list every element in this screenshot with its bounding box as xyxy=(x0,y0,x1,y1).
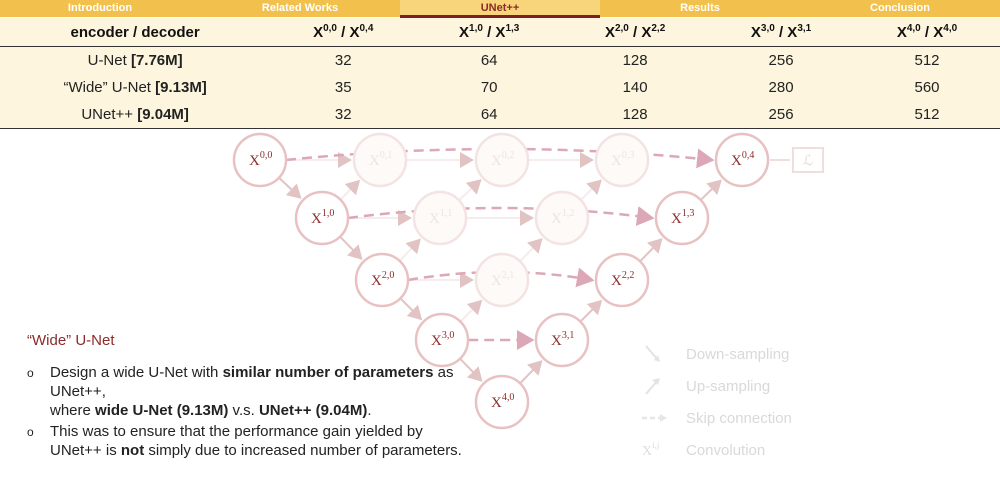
table-header-row: encoder / decoder X0,0 / X0,4 X1,0 / X1,3… xyxy=(0,18,1000,47)
bullet-item: o This was to ensure that the performance… xyxy=(27,422,467,460)
conv-node-1-0: X1,0 xyxy=(294,190,350,246)
conv-node-0-0: X0,0 xyxy=(232,132,288,188)
model-name-cell: UNet++ [9.04M] xyxy=(0,101,271,129)
wide-unet-panel: “Wide” U-Net o Design a wide U-Net with s… xyxy=(27,332,467,462)
legend-label: Skip connection xyxy=(686,409,792,427)
table-row: UNet++ [9.04M] 32 64 128 256 512 xyxy=(0,101,1000,129)
header-column: X0,0 / X0,4 xyxy=(270,18,417,47)
nav-item-introduction[interactable]: Introduction xyxy=(67,2,133,14)
faded-node-0-3: X0,3 xyxy=(594,132,650,188)
panel-title: “Wide” U-Net xyxy=(27,332,115,349)
faded-connection-arrow xyxy=(458,179,482,201)
nav-item-related-works[interactable]: Related Works xyxy=(261,2,339,14)
faded-connection-arrow xyxy=(519,238,543,263)
conv-node-4-0: X4,0 xyxy=(474,374,530,430)
faded-node-1-1: X1,1 xyxy=(412,190,468,246)
bullet-item: o Design a wide U-Net with similar number… xyxy=(27,363,467,420)
table-row: “Wide” U-Net [9.13M] 35 70 140 280 560 xyxy=(0,74,1000,101)
header-column: X3,0 / X3,1 xyxy=(708,18,855,47)
sampling-arrow xyxy=(459,357,483,382)
nav-item-conclusion[interactable]: Conclusion xyxy=(870,2,930,14)
bullet-marker: o xyxy=(27,425,34,439)
channel-cell: 35 xyxy=(334,79,352,96)
faded-connection-arrow xyxy=(399,238,421,262)
channel-cell: 140 xyxy=(622,79,648,96)
faded-node-0-2: X0,2 xyxy=(474,132,530,188)
loss-box: ℒ xyxy=(770,147,824,173)
faded-connection-arrow xyxy=(579,179,602,201)
legend: Down-sampling Up-sampling Skip connection X… xyxy=(640,338,860,466)
channel-cell: 256 xyxy=(768,52,794,69)
unetpp-architecture-diagram: X0,1 X0,2 X0,3 X1,1 X1,2X2,1 X0,0X1,0X2,0X3,0… xyxy=(232,132,824,430)
legend-label: Down-sampling xyxy=(686,345,790,363)
model-name-cell: “Wide” U-Net [9.13M] xyxy=(63,79,207,96)
loss-label: ℒ xyxy=(803,154,813,169)
skip-connection-arrow xyxy=(407,267,595,288)
legend-label: Convolution xyxy=(686,441,766,459)
channel-cell: 256 xyxy=(708,101,855,129)
header-column: X4,0 / X4,0 xyxy=(854,18,1000,47)
down-arrow-icon xyxy=(645,345,660,362)
conv-node-2-0: X2,0 xyxy=(354,252,410,308)
faded-node-0-1: X0,1 xyxy=(352,132,408,188)
conv-node-3-1: X3,1 xyxy=(534,312,590,368)
legend-label: Up-sampling xyxy=(686,377,771,395)
sampling-arrow xyxy=(699,179,722,201)
channel-cell: 64 xyxy=(480,52,498,69)
faded-node-1-2: X1,2 xyxy=(534,190,590,246)
bullet-text: Design a wide U-Net with similar number … xyxy=(50,364,454,419)
nav-item-unet-[interactable]: UNet++ xyxy=(400,0,600,17)
conv-node-2-2: X2,2 xyxy=(594,252,650,308)
legend-item: Skip connection xyxy=(640,402,860,434)
conv-node-3-0: X3,0 xyxy=(414,312,470,368)
faded-connection-arrow xyxy=(459,299,483,323)
channel-cell: 32 xyxy=(270,101,417,129)
legend-item: Up-sampling xyxy=(640,370,860,402)
sampling-arrow xyxy=(579,299,603,323)
skip-connection-arrow xyxy=(347,206,655,226)
up-arrow-icon xyxy=(645,378,660,395)
faded-node-2-1: X2,1 xyxy=(474,252,530,308)
faded-connection-arrow xyxy=(339,179,361,201)
active-section-underline xyxy=(400,15,600,18)
sampling-arrow xyxy=(639,238,663,263)
sampling-arrow xyxy=(339,235,363,260)
sampling-arrow xyxy=(399,297,423,321)
channel-cell: 512 xyxy=(854,101,1000,129)
table-row: U-Net [7.76M] 32 64 128 256 512 xyxy=(0,47,1000,75)
channel-cell: 280 xyxy=(768,79,794,96)
channel-cell: 512 xyxy=(914,52,940,69)
model-name-cell: U-Net [7.76M] xyxy=(87,52,183,69)
header-label: encoder / decoder xyxy=(0,18,271,47)
channel-cell: 32 xyxy=(334,52,352,69)
bullet-marker: o xyxy=(27,366,34,380)
sampling-arrow xyxy=(278,177,302,199)
section-nav: Introduction Related Works UNet++ Results Co… xyxy=(0,0,1000,17)
svg-text:Xi,j: Xi,j xyxy=(642,440,659,459)
channel-cell: 560 xyxy=(914,79,940,96)
legend-item: Down-sampling xyxy=(640,338,860,370)
header-column: X1,0 / X1,3 xyxy=(416,18,563,47)
channels-table: encoder / decoder X0,0 / X0,4 X1,0 / X1,3… xyxy=(0,18,1000,129)
header-column: X2,0 / X2,2 xyxy=(562,18,709,47)
bullet-text: This was to ensure that the performance … xyxy=(50,423,462,459)
dashed-arrow-icon xyxy=(642,414,667,422)
channel-cell: 70 xyxy=(480,79,498,96)
nav-item-results[interactable]: Results xyxy=(680,2,720,14)
conv-node-0-4: X0,4 xyxy=(714,132,770,188)
conv-node-1-3: X1,3 xyxy=(654,190,710,246)
legend-item: Xi,j Convolution xyxy=(640,434,860,466)
node-label-icon: Xi,j xyxy=(642,440,659,459)
sampling-arrow xyxy=(519,360,543,385)
channel-cell: 128 xyxy=(562,101,709,129)
channel-cell: 64 xyxy=(416,101,563,129)
bullet-list: o Design a wide U-Net with similar number… xyxy=(27,363,467,460)
channel-cell: 128 xyxy=(622,52,648,69)
